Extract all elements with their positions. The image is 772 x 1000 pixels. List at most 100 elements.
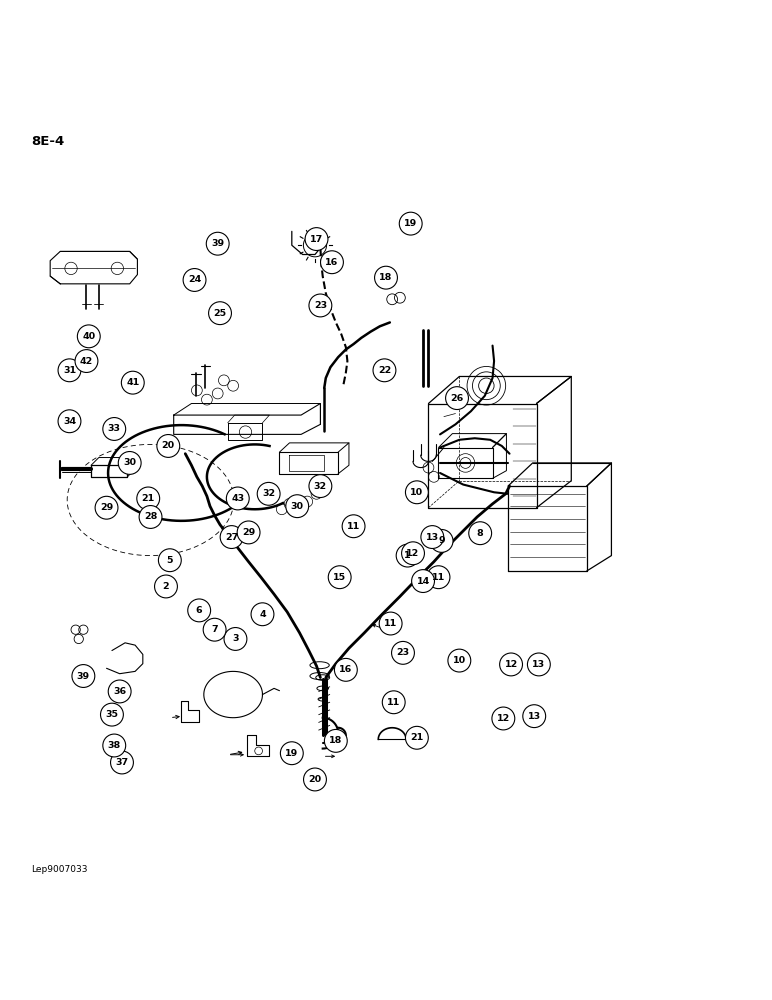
Text: 8: 8: [477, 529, 483, 538]
Circle shape: [58, 359, 81, 382]
Text: 19: 19: [404, 219, 418, 228]
Text: 28: 28: [144, 512, 157, 521]
Text: 13: 13: [425, 533, 439, 542]
Circle shape: [523, 705, 546, 728]
Circle shape: [445, 387, 469, 410]
Circle shape: [203, 618, 226, 641]
Circle shape: [405, 481, 428, 504]
Circle shape: [103, 734, 126, 757]
Circle shape: [226, 487, 249, 510]
Circle shape: [158, 549, 181, 572]
Circle shape: [309, 475, 332, 498]
Text: 11: 11: [384, 619, 398, 628]
Text: 20: 20: [161, 441, 175, 450]
Circle shape: [401, 542, 425, 565]
Text: 39: 39: [211, 239, 225, 248]
Circle shape: [183, 269, 206, 291]
Circle shape: [448, 649, 471, 672]
Circle shape: [121, 371, 144, 394]
Text: 10: 10: [410, 488, 424, 497]
Circle shape: [72, 665, 95, 687]
Text: 21: 21: [141, 494, 155, 503]
Circle shape: [391, 641, 415, 664]
Text: 12: 12: [496, 714, 510, 723]
Text: 39: 39: [76, 672, 90, 681]
Circle shape: [110, 751, 134, 774]
Circle shape: [224, 628, 247, 650]
Circle shape: [280, 742, 303, 765]
Text: 6: 6: [196, 606, 202, 615]
Text: 38: 38: [107, 741, 121, 750]
Text: 10: 10: [452, 656, 466, 665]
Text: 11: 11: [387, 698, 401, 707]
Text: 33: 33: [108, 424, 120, 433]
Circle shape: [305, 228, 328, 250]
Text: 14: 14: [416, 577, 430, 586]
Circle shape: [411, 570, 435, 592]
Text: 30: 30: [124, 458, 136, 467]
Text: 13: 13: [532, 660, 546, 669]
Circle shape: [77, 325, 100, 348]
Text: 16: 16: [325, 258, 339, 267]
Text: 41: 41: [126, 378, 140, 387]
Circle shape: [374, 266, 398, 289]
Text: 3: 3: [232, 634, 239, 643]
Circle shape: [286, 495, 309, 518]
Text: 17: 17: [310, 235, 323, 244]
Circle shape: [137, 487, 160, 510]
Circle shape: [154, 575, 178, 598]
Text: 26: 26: [450, 394, 464, 403]
Circle shape: [328, 566, 351, 589]
Text: 18: 18: [329, 736, 343, 745]
Text: 35: 35: [106, 710, 118, 719]
Text: 8E-4: 8E-4: [31, 135, 64, 148]
Circle shape: [334, 658, 357, 681]
Text: 22: 22: [378, 366, 391, 375]
Circle shape: [220, 526, 243, 548]
Text: 9: 9: [438, 536, 445, 545]
Text: 42: 42: [80, 357, 93, 366]
Text: 34: 34: [63, 417, 76, 426]
Circle shape: [103, 418, 126, 440]
Text: 24: 24: [188, 275, 201, 284]
Text: 12: 12: [406, 549, 420, 558]
Text: 16: 16: [339, 665, 353, 674]
Text: 19: 19: [285, 749, 299, 758]
Circle shape: [257, 482, 280, 505]
Circle shape: [427, 566, 450, 589]
Text: 27: 27: [225, 533, 239, 542]
Circle shape: [309, 294, 332, 317]
Circle shape: [188, 599, 211, 622]
Circle shape: [320, 251, 344, 274]
Text: 1: 1: [405, 551, 411, 560]
Circle shape: [396, 544, 419, 567]
Text: 23: 23: [396, 648, 410, 657]
Text: 40: 40: [82, 332, 96, 341]
Circle shape: [157, 435, 180, 457]
Text: 15: 15: [333, 573, 347, 582]
Text: 29: 29: [100, 503, 113, 512]
Circle shape: [499, 653, 523, 676]
Text: 12: 12: [504, 660, 518, 669]
Circle shape: [237, 521, 260, 544]
Text: 36: 36: [113, 687, 127, 696]
Text: 7: 7: [212, 625, 218, 634]
Circle shape: [405, 726, 428, 749]
Circle shape: [324, 729, 347, 752]
Text: 11: 11: [432, 573, 445, 582]
Circle shape: [118, 452, 141, 474]
Circle shape: [58, 410, 81, 433]
Text: 31: 31: [63, 366, 76, 375]
Circle shape: [208, 302, 232, 325]
Circle shape: [75, 350, 98, 372]
Text: 18: 18: [379, 273, 393, 282]
Text: 21: 21: [410, 733, 424, 742]
Circle shape: [139, 506, 162, 528]
Circle shape: [379, 612, 402, 635]
Circle shape: [303, 768, 327, 791]
Text: 2: 2: [163, 582, 169, 591]
Text: 20: 20: [308, 775, 322, 784]
Text: 30: 30: [291, 502, 303, 511]
Circle shape: [421, 526, 444, 548]
Text: 43: 43: [231, 494, 245, 503]
